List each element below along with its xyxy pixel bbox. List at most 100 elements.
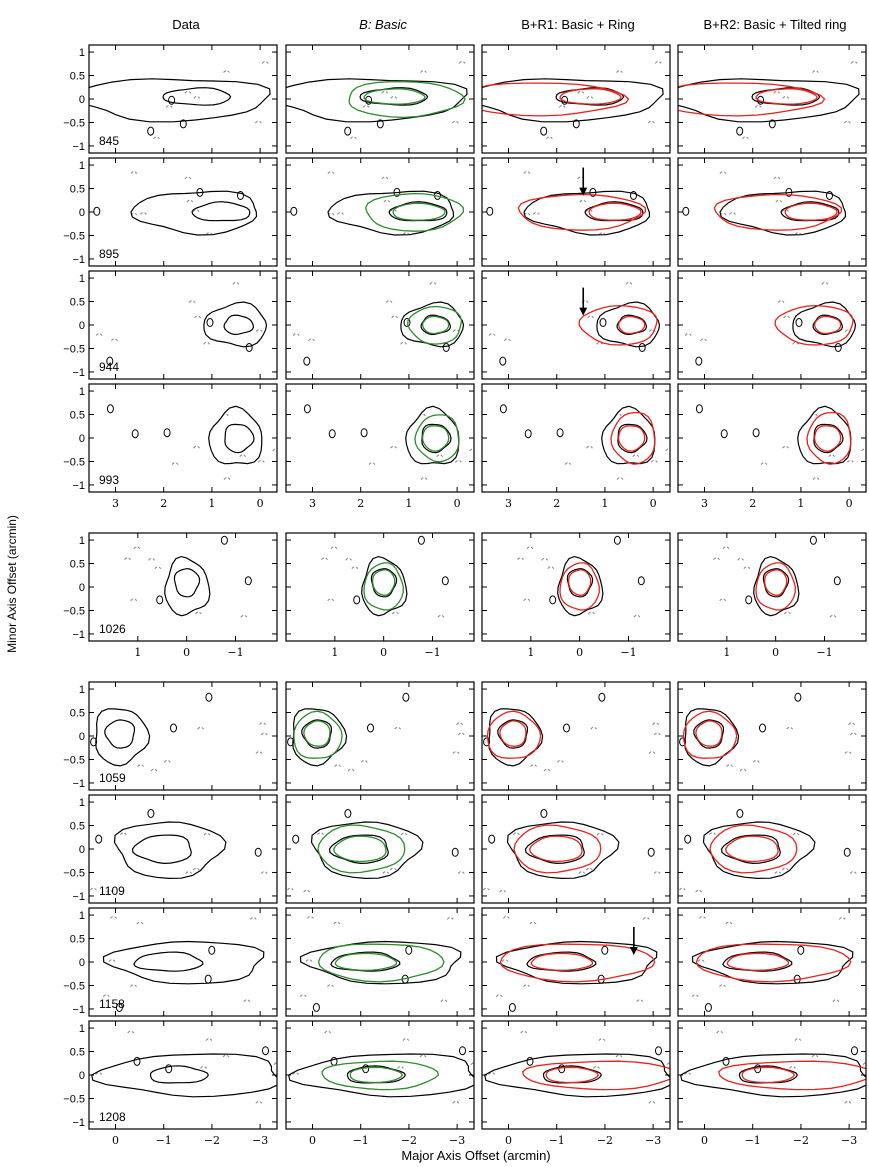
negative-contour	[577, 90, 585, 94]
negative-contour	[632, 454, 640, 458]
data-contour-inner	[762, 568, 790, 598]
panel-frame	[677, 383, 867, 493]
negative-contour	[381, 90, 389, 94]
column-title-data: Data	[172, 17, 200, 32]
y-axis-label: Minor Axis Offset (arcmin)	[5, 515, 19, 653]
y-tick-label: 0.5	[70, 71, 85, 83]
data-contour-outer	[310, 821, 424, 880]
noise-contour	[563, 723, 570, 733]
noise-contour	[613, 535, 621, 545]
negative-contour	[239, 454, 247, 458]
negative-contour	[419, 1054, 427, 1058]
noise-contour	[647, 847, 655, 857]
panel-grid: 1 0.5 0 −0.5 −1 845 1 0.5 0 −0.5 −1 895 1 0.5 0 −0.5 −1 9…	[63, 44, 867, 1147]
negative-contour	[106, 889, 114, 893]
x-tick-label: −1	[745, 1134, 761, 1147]
model-contour-outer	[774, 304, 854, 346]
channel-label: 944	[99, 360, 119, 374]
data-contour-outer	[292, 708, 348, 767]
negative-contour	[292, 1071, 300, 1075]
noise-contour	[488, 834, 496, 844]
noise-contour	[851, 1046, 858, 1056]
negative-contour	[321, 557, 328, 561]
negative-contour	[110, 338, 118, 342]
noise-contour	[809, 535, 817, 545]
data-contour-outer	[557, 555, 604, 617]
x-tick-label: 1	[134, 646, 141, 659]
panel-1158-basic-ring	[481, 907, 671, 1017]
data-contour-inner	[388, 201, 448, 222]
negative-contour	[596, 341, 604, 345]
negative-contour	[194, 611, 202, 615]
noise-contour	[695, 404, 703, 414]
negative-contour	[849, 732, 857, 736]
negative-contour	[185, 871, 193, 874]
negative-contour	[95, 333, 103, 336]
data-contour-inner	[813, 423, 844, 454]
channel-label: 1158	[99, 997, 125, 1011]
negative-contour	[456, 722, 464, 726]
model-contour-inner	[741, 1066, 796, 1084]
panel-frame	[285, 1020, 475, 1130]
model-contour-inner	[421, 315, 450, 335]
x-tick-label: −2	[401, 1134, 417, 1147]
data-contour-inner	[104, 719, 136, 749]
model-contour-inner	[334, 952, 398, 971]
negative-contour	[636, 999, 644, 1003]
annotation-arrow	[579, 167, 588, 196]
negative-contour	[452, 750, 460, 754]
negative-contour	[665, 448, 670, 452]
x-tick-label: −3	[449, 1134, 465, 1147]
model-contour-inner	[349, 1066, 404, 1084]
y-tick-label: −1	[72, 367, 85, 379]
y-tick-label: −1	[72, 778, 85, 790]
model-contour-outer	[482, 82, 630, 117]
y-tick-label: −0.5	[63, 343, 85, 355]
model-contour-inner	[499, 720, 527, 747]
negative-contour	[848, 722, 856, 726]
negative-contour	[305, 958, 313, 962]
negative-contour	[529, 921, 537, 925]
panel-1109-basic-tilted-ring	[677, 794, 867, 904]
panel-1109-basic-ring	[481, 794, 671, 904]
negative-contour	[633, 614, 641, 618]
negative-contour	[390, 95, 398, 99]
panel-845-basic	[285, 44, 475, 154]
panel-1158-basic-tilted-ring	[677, 907, 867, 1017]
data-contour-inner	[223, 314, 255, 336]
y-tick-label: 1	[79, 47, 85, 59]
x-tick-label: 0	[257, 497, 264, 510]
panel-1208-basic: 0 −1 −2 −3	[285, 1020, 475, 1147]
noise-contour	[630, 191, 637, 200]
panel-895-basic-tilted-ring	[677, 157, 867, 267]
noise-contour	[704, 1003, 712, 1012]
negative-contour	[273, 1062, 277, 1066]
negative-contour	[678, 887, 686, 891]
panel-1059-basic	[285, 681, 475, 791]
negative-contour	[648, 1100, 656, 1104]
negative-contour	[647, 120, 655, 124]
model-contour-outer	[317, 943, 445, 983]
data-contour-inner	[584, 201, 644, 222]
noise-contour	[833, 576, 841, 586]
negative-contour	[844, 1100, 852, 1104]
negative-contour	[184, 90, 192, 94]
data-contour-inner	[191, 201, 251, 222]
x-tick-label: 1	[405, 497, 412, 510]
negative-contour	[203, 341, 211, 345]
model-contour-outer	[806, 411, 852, 465]
negative-contour	[137, 764, 145, 767]
x-tick-label: −2	[597, 1134, 613, 1147]
negative-contour	[124, 557, 131, 561]
y-tick-label: 0	[79, 731, 85, 743]
negative-contour	[205, 1038, 213, 1041]
y-tick-label: 1	[79, 160, 85, 172]
data-contour-outer	[679, 1053, 866, 1098]
negative-contour	[130, 984, 137, 988]
panel-frame	[677, 532, 867, 642]
negative-contour	[792, 341, 800, 345]
panel-845-basic-ring	[481, 44, 671, 154]
noise-contour	[245, 343, 253, 352]
noise-contour	[179, 119, 187, 129]
data-contour-outer	[678, 78, 860, 123]
